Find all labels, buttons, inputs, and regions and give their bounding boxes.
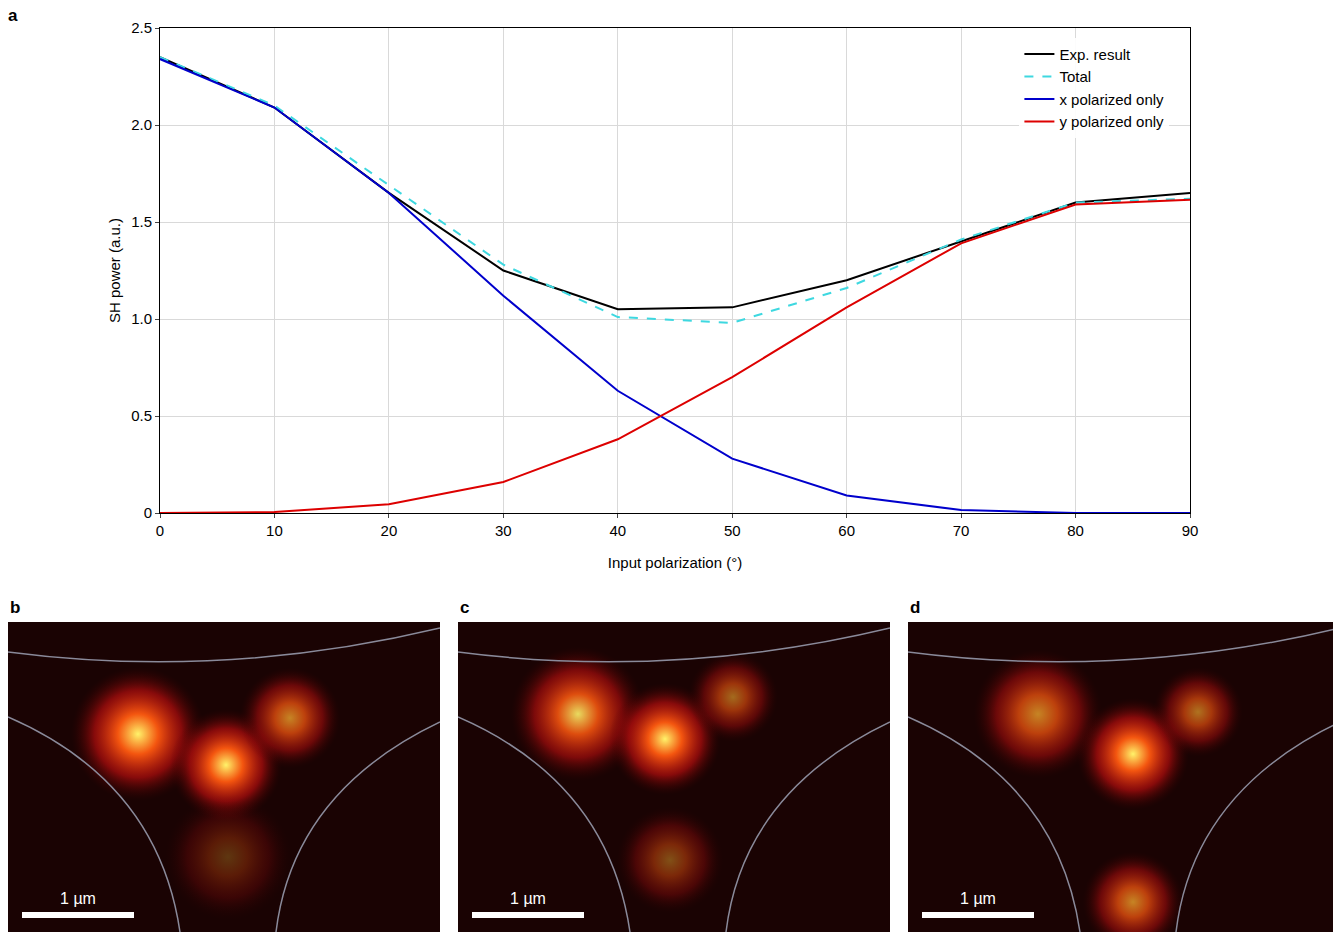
svg-text:20: 20 [381, 522, 398, 539]
html-text:a: a [8, 6, 18, 25]
svg-text:1.0: 1.0 [131, 310, 152, 327]
svg-text:90: 90 [1182, 522, 1199, 539]
svg-text:Input polarization (°): Input polarization (°) [608, 554, 742, 571]
svg-text:x polarized only: x polarized only [1059, 91, 1164, 108]
html-text:c: c [460, 598, 470, 617]
svg-text:1 µm: 1 µm [510, 890, 546, 907]
svg-text:Total: Total [1059, 68, 1091, 85]
svg-text:0: 0 [156, 522, 164, 539]
svg-text:50: 50 [724, 522, 741, 539]
svg-text:1 µm: 1 µm [60, 890, 96, 907]
svg-text:60: 60 [838, 522, 855, 539]
svg-text:0.5: 0.5 [131, 407, 152, 424]
svg-text:30: 30 [495, 522, 512, 539]
svg-text:80: 80 [1067, 522, 1084, 539]
svg-text:1.5: 1.5 [131, 213, 152, 230]
svg-text:2.5: 2.5 [131, 19, 152, 36]
html-text:d: d [910, 598, 921, 617]
svg-text:SH power (a.u.): SH power (a.u.) [106, 218, 123, 323]
svg-text:2.0: 2.0 [131, 116, 152, 133]
svg-text:40: 40 [609, 522, 626, 539]
svg-text:Exp. result: Exp. result [1059, 46, 1131, 63]
svg-text:1 µm: 1 µm [960, 890, 996, 907]
svg-text:70: 70 [953, 522, 970, 539]
svg-text:10: 10 [266, 522, 283, 539]
svg-text:y polarized only: y polarized only [1059, 113, 1164, 130]
svg-text:0: 0 [144, 504, 152, 521]
html-text:b: b [10, 598, 21, 617]
